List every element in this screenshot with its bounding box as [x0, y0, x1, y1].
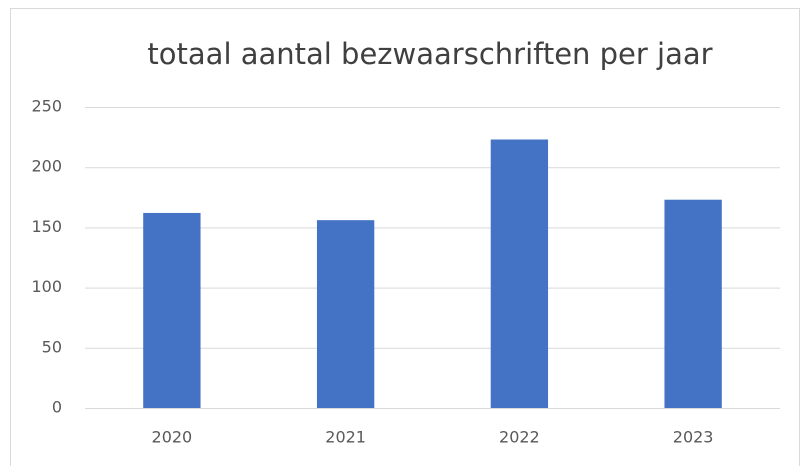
x-tick-label: 2023 — [673, 428, 714, 447]
y-tick-label: 200 — [31, 157, 62, 176]
y-tick-label: 150 — [31, 217, 62, 236]
y-tick-label: 50 — [42, 337, 62, 356]
y-tick-label: 0 — [52, 398, 62, 417]
x-tick-label: 2020 — [152, 428, 193, 447]
bar — [490, 139, 549, 408]
chart-title: totaal aantal bezwaarschriften per jaar — [147, 37, 712, 71]
bar — [143, 212, 201, 408]
bar — [316, 220, 375, 408]
y-tick-label: 100 — [31, 277, 62, 296]
bar — [664, 199, 722, 408]
y-tick-label: 250 — [31, 97, 62, 116]
x-tick-label: 2021 — [325, 428, 366, 447]
x-tick-label: 2022 — [499, 428, 540, 447]
